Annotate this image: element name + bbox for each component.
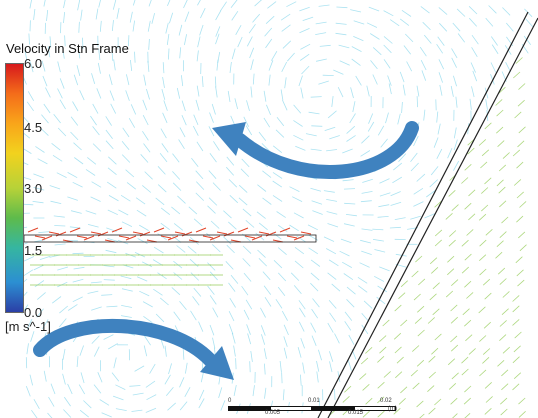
- legend-tick-4-5: 4.5: [24, 120, 43, 135]
- jet-vector: [76, 235, 88, 239]
- scale-bar: 0 0.01 0.02 (m) 0.005 0.015: [228, 398, 397, 416]
- scale-label-0-015: 0.015: [348, 410, 364, 416]
- jet-vector: [286, 235, 298, 239]
- wall-line: [327, 17, 538, 418]
- jet-vector: [293, 235, 305, 241]
- jet-vector: [27, 227, 39, 233]
- counterclockwise-flow-arrow-icon: [33, 318, 217, 367]
- jet-vector: [125, 235, 137, 241]
- jet-vector: [34, 235, 46, 239]
- scale-label-0: 0: [228, 398, 232, 404]
- scale-label-unit: (m): [388, 406, 397, 412]
- jet-vector: [48, 231, 60, 235]
- jet-vector: [237, 227, 249, 233]
- jet-vector: [251, 235, 263, 241]
- jet-vector: [202, 235, 214, 239]
- jet-vector: [216, 231, 228, 235]
- scale-label-0-02: 0.02: [380, 398, 392, 404]
- velocity-colorbar: [5, 63, 24, 313]
- jet-vector: [244, 235, 256, 239]
- jet-vector: [118, 235, 130, 239]
- jet-vector: [174, 231, 186, 235]
- jet-vector: [41, 235, 53, 241]
- jet-vector: [90, 231, 102, 235]
- wall-line: [317, 11, 529, 418]
- jet-vector: [195, 227, 207, 233]
- nozzle-channel: [23, 234, 317, 243]
- legend-tick-6: 6.0: [24, 56, 43, 71]
- jet-vector: [83, 235, 95, 241]
- jet-vector: [167, 235, 179, 241]
- jet-vector: [132, 231, 144, 235]
- clockwise-flow-arrow-head: [212, 122, 246, 156]
- legend-tick-1-5: 1.5: [24, 243, 43, 258]
- clockwise-flow-arrow-icon: [233, 121, 419, 180]
- jet-vector: [300, 231, 312, 235]
- jet-vector: [69, 227, 81, 233]
- legend-title: Velocity in Stn Frame: [6, 41, 129, 56]
- jet-vector: [160, 235, 172, 239]
- legend-unit: [m s^-1]: [5, 319, 51, 334]
- counterclockwise-flow-arrow-head: [200, 346, 234, 380]
- vector-arrows: [15, 0, 534, 418]
- legend-tick-0: 0.0: [24, 305, 43, 320]
- jet-vector: [279, 227, 291, 233]
- jet-vector: [153, 227, 165, 233]
- legend-tick-3: 3.0: [24, 181, 43, 196]
- jet-vector: [209, 235, 221, 241]
- scale-label-0-01: 0.01: [308, 398, 320, 404]
- scale-label-0-005: 0.005: [265, 410, 281, 416]
- jet-vector: [111, 227, 123, 233]
- jet-vector: [258, 231, 270, 235]
